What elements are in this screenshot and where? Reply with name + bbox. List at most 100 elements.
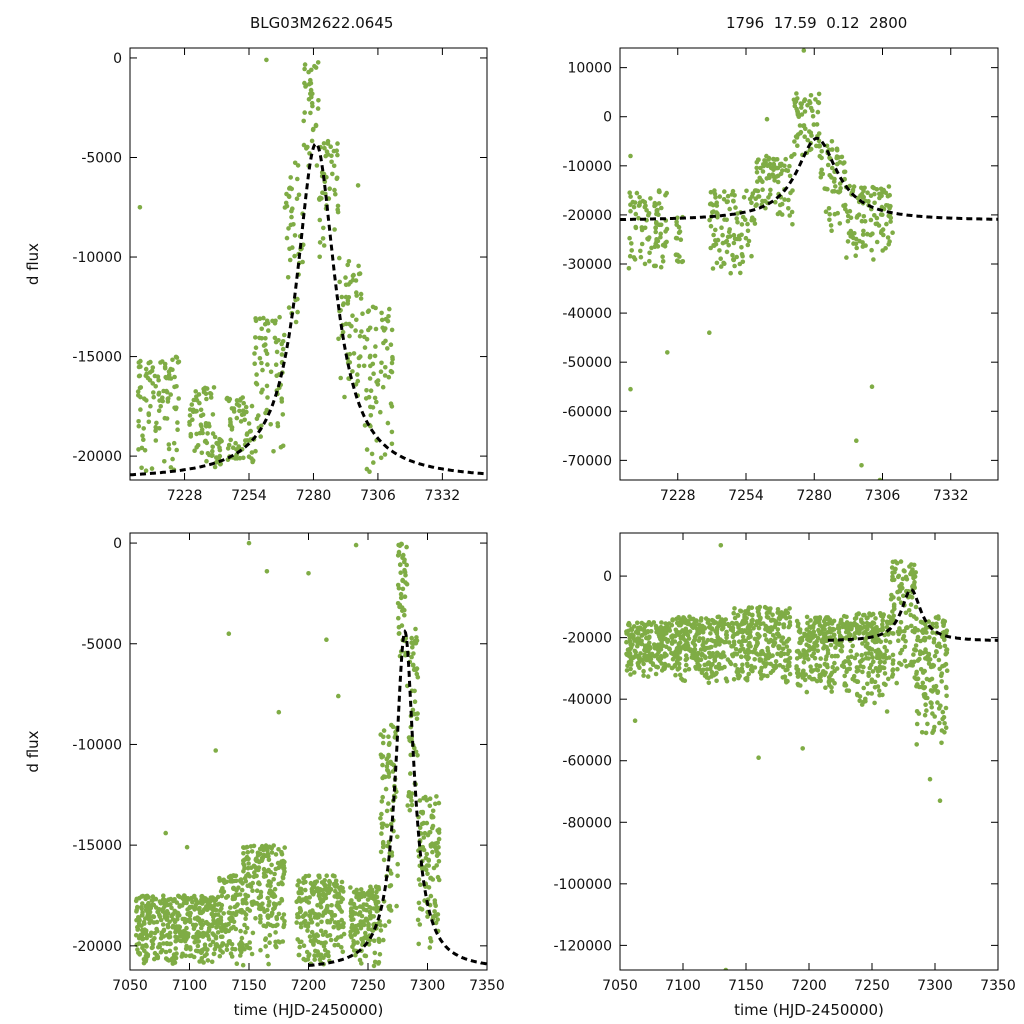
data-point — [385, 346, 390, 351]
data-point — [329, 159, 334, 165]
data-point — [770, 653, 775, 658]
data-point-outlier — [628, 153, 633, 159]
data-point — [637, 200, 643, 205]
data-point — [192, 448, 197, 454]
data-point — [653, 229, 658, 235]
data-point — [301, 956, 307, 962]
data-point — [307, 913, 313, 918]
data-point — [416, 900, 422, 906]
data-point — [202, 906, 208, 912]
data-point — [168, 366, 173, 372]
data-point — [792, 139, 797, 144]
data-point — [211, 951, 217, 957]
data-point — [627, 636, 632, 641]
data-point — [852, 655, 858, 661]
y-tick-label: -40000 — [562, 306, 612, 322]
data-point — [259, 857, 265, 863]
data-point — [660, 254, 665, 259]
data-point — [353, 328, 358, 333]
data-point — [882, 660, 887, 665]
data-point — [930, 630, 935, 635]
data-point — [779, 610, 784, 615]
data-point — [396, 615, 401, 621]
data-point — [855, 195, 861, 201]
data-point — [318, 887, 324, 893]
data-point — [150, 914, 156, 919]
data-point — [296, 192, 302, 198]
data-point — [845, 239, 851, 244]
data-point — [202, 385, 208, 391]
data-point — [379, 799, 385, 804]
data-point — [287, 185, 293, 191]
data-point — [249, 450, 255, 455]
y-tick-label: -80000 — [562, 815, 612, 831]
data-point — [749, 200, 754, 206]
data-point — [868, 217, 874, 223]
data-point — [940, 716, 945, 722]
data-point — [814, 615, 820, 621]
data-point — [175, 420, 180, 425]
data-point — [241, 845, 246, 850]
data-point — [219, 927, 224, 932]
data-point — [228, 905, 233, 910]
data-point — [250, 459, 255, 465]
x-tick-label: 7254 — [728, 488, 764, 504]
data-point — [183, 953, 189, 959]
data-point — [332, 227, 337, 232]
data-point — [226, 921, 231, 927]
data-point — [160, 395, 165, 401]
data-point — [318, 904, 324, 910]
data-point — [218, 437, 223, 443]
data-point — [270, 318, 275, 324]
data-point — [739, 245, 744, 250]
data-point — [263, 342, 268, 347]
data-point — [860, 232, 866, 237]
data-point — [143, 958, 148, 964]
data-point-outlier — [213, 748, 218, 753]
data-point — [288, 175, 294, 180]
data-point — [629, 241, 634, 246]
data-point — [259, 360, 264, 366]
data-point — [350, 313, 355, 319]
data-point — [394, 903, 399, 909]
data-point — [210, 431, 216, 436]
y-axis-label: d flux — [24, 730, 42, 772]
data-point — [304, 949, 310, 955]
data-point — [263, 410, 268, 416]
data-point — [848, 228, 854, 234]
data-point — [847, 666, 852, 672]
data-point — [659, 620, 664, 625]
data-point — [743, 654, 749, 659]
data-point — [842, 683, 847, 688]
data-point — [367, 909, 373, 915]
data-point — [725, 621, 731, 627]
data-point — [775, 211, 781, 217]
data-point — [432, 898, 438, 903]
data-point — [738, 270, 743, 276]
data-point — [181, 896, 186, 902]
y-tick-label: 0 — [603, 569, 612, 585]
data-point — [711, 232, 716, 238]
data-point — [154, 420, 159, 426]
data-point — [217, 878, 222, 883]
data-point — [295, 163, 301, 168]
data-point — [691, 655, 697, 661]
data-point — [358, 887, 364, 892]
data-point — [882, 652, 887, 657]
data-point — [168, 465, 174, 470]
data-point — [923, 647, 928, 652]
data-point — [193, 409, 198, 414]
data-point — [934, 621, 939, 627]
data-point — [204, 396, 209, 402]
data-point — [388, 822, 394, 827]
data-point — [908, 602, 914, 607]
data-point — [421, 835, 427, 840]
data-point — [380, 740, 386, 746]
data-point — [880, 665, 886, 670]
data-point — [261, 923, 267, 928]
data-point — [789, 209, 795, 215]
data-point — [378, 928, 384, 933]
data-point — [854, 691, 860, 697]
data-point — [295, 882, 300, 888]
data-point — [282, 332, 287, 338]
